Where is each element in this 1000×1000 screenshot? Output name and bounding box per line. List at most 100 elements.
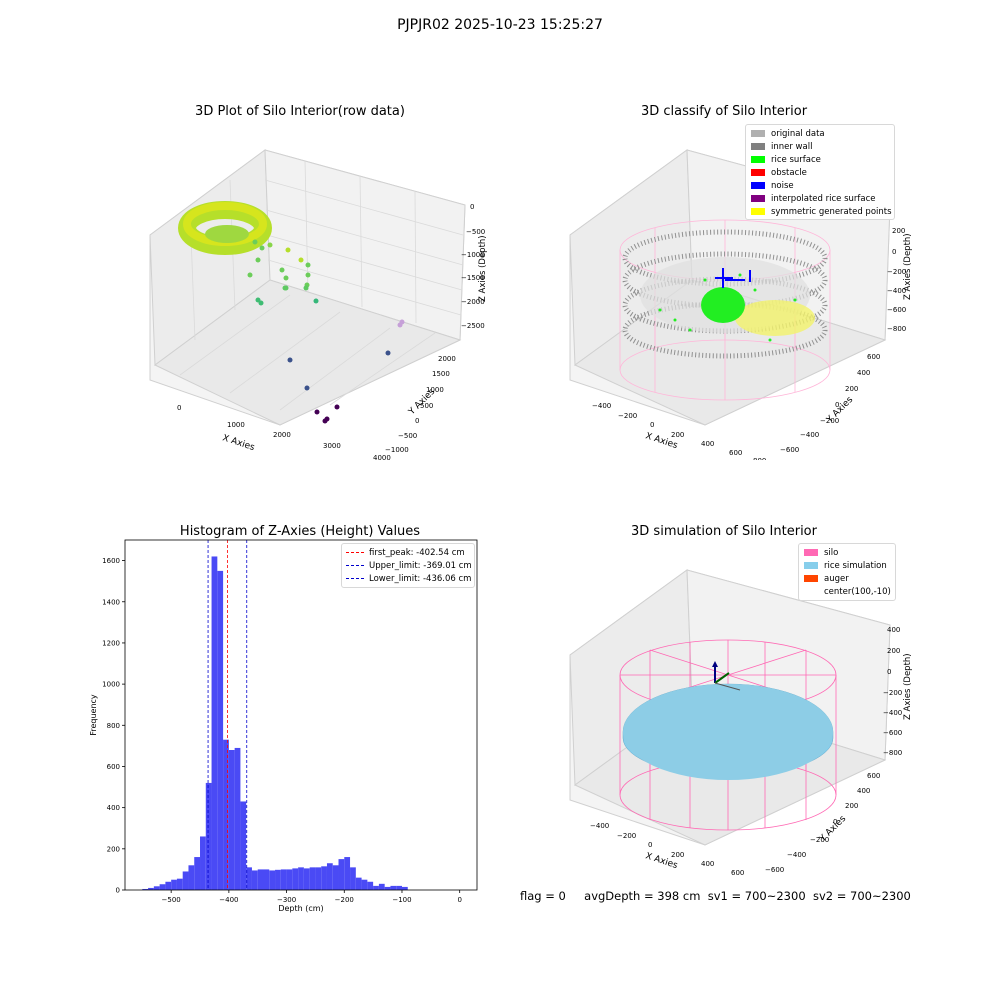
histogram-bar (378, 883, 385, 890)
histogram-ylabel: Frequency (89, 694, 98, 736)
histogram-bar (286, 869, 293, 890)
histogram-bar (396, 885, 402, 890)
legend-swatch (751, 143, 765, 150)
panel2-ztick: −200 (887, 268, 906, 276)
panel4-legend: silo rice simulation auger center(100,-10) (798, 543, 896, 601)
panel2-xtick: 800 (753, 457, 766, 460)
legend-swatch (751, 169, 765, 176)
legend-entry: Upper_limit: -369.01 cm (342, 559, 474, 572)
histogram-bar (275, 869, 281, 890)
histogram-bar (223, 739, 229, 890)
legend-entry: rice surface (746, 153, 894, 166)
panel2-xticks: −400 −200 0 200 400 600 800 (592, 402, 766, 460)
panel1-xticks: 0 1000 2000 3000 4000 (177, 404, 391, 460)
panel1-xlabel: X Axies (221, 433, 256, 453)
panel4-xtick: 400 (701, 860, 714, 868)
histogram-xtick-label: −300 (277, 896, 296, 904)
legend-swatch (751, 208, 765, 215)
histogram-bar (246, 867, 252, 890)
panel1-xtick: 4000 (373, 454, 391, 460)
legend-label: obstacle (771, 167, 807, 178)
panel1-plot: 0 1000 2000 3000 4000 X Axies −1000 −500… (149, 149, 488, 460)
panel4-zticks: 400 200 0 −200 −400 −600 −800 (883, 626, 902, 757)
panel2-ztick: −600 (887, 306, 906, 314)
histogram-ytick-label: 600 (107, 763, 120, 771)
panel1-xtick: 0 (177, 404, 181, 412)
histogram-bar (321, 866, 327, 890)
panel2-xtick: 0 (650, 421, 654, 429)
legend-label: Upper_limit: -369.01 cm (369, 560, 472, 571)
panel1-xtick: 1000 (227, 421, 245, 429)
histogram-bar (165, 881, 172, 890)
panel2-zticks: 200 0 −200 −400 −600 −800 (887, 227, 906, 333)
panel4-zlabel: Z Axies (Depth) (903, 653, 913, 720)
panel4-ztick: −400 (883, 709, 902, 717)
panel1-zticks: 0 −500 −1000 −1500 −2000 −2500 (461, 203, 485, 330)
legend-swatch (804, 549, 818, 556)
legend-label: rice surface (771, 154, 821, 165)
panel4-xtick: 600 (731, 869, 744, 877)
panel1-ztick: −1500 (461, 274, 485, 282)
panel2-xtick: −400 (592, 402, 611, 410)
histogram-bar (401, 886, 408, 890)
panel1-ytick: −1000 (385, 446, 409, 454)
histogram-bar (326, 863, 333, 890)
panel1-ztick: −2500 (461, 322, 485, 330)
panel2-title: 3D classify of Silo Interior (640, 104, 808, 119)
legend-label: silo (824, 547, 839, 558)
histogram-xtick-label: −500 (162, 896, 181, 904)
panel4-xtick: −400 (590, 822, 609, 830)
legend-swatch (804, 562, 818, 569)
legend-entry: rice simulation (799, 559, 895, 572)
histogram-bar (338, 859, 345, 890)
panel4-ztick: −200 (883, 689, 902, 697)
histogram-bar (384, 886, 391, 890)
histogram-ytick-label: 1200 (102, 639, 120, 647)
panel1-ytick: 1500 (432, 370, 450, 378)
histogram-bar (315, 867, 322, 890)
histogram-bar (205, 782, 212, 890)
panel4-ytick: 600 (867, 772, 880, 780)
histogram-bar (188, 865, 195, 890)
legend-swatch (804, 588, 818, 595)
panel4-title: 3D simulation of Silo Interior (631, 524, 817, 539)
histogram-bar (373, 885, 379, 890)
histogram-bar (240, 801, 247, 890)
panel1-scatter-points (247, 239, 405, 424)
legend-label: first_peak: -402.54 cm (369, 547, 465, 558)
histogram-bar (350, 867, 356, 890)
legend-label: center(100,-10) (824, 586, 891, 597)
histogram-legend: first_peak: -402.54 cm Upper_limit: -369.… (341, 543, 475, 588)
histogram-xticks: −500 −400 −300 −200 −100 0 (162, 890, 462, 904)
histogram-bar (211, 556, 218, 890)
panel3-plot: −500 −400 −300 −200 −100 0 0 200 400 600 800 1000 1… (89, 539, 478, 913)
panel4-xtick: 200 (671, 851, 684, 859)
histogram-bar (142, 888, 149, 890)
histogram-bar (251, 870, 258, 890)
histogram-bar (171, 879, 177, 890)
histogram-bar (367, 881, 374, 890)
panel1-yticks: −1000 −500 0 500 1000 1500 2000 (385, 355, 456, 454)
legend-entry: obstacle (746, 166, 894, 179)
panel2-ztick: 200 (892, 227, 905, 235)
panel1-ytick: 2000 (438, 355, 456, 363)
legend-entry: center(100,-10) (799, 585, 895, 598)
panel2-legend: original data inner wall rice surface obsta… (745, 124, 895, 220)
panel2-yticks: −600 −400 −200 0 200 400 600 (780, 353, 880, 454)
panel1-xtick: 3000 (323, 442, 341, 450)
histogram-bar (234, 747, 241, 890)
legend-entry: interpolated rice surface (746, 192, 894, 205)
panel4-ytick: 200 (845, 802, 858, 810)
panel2-symmetric-points (735, 300, 815, 336)
histogram-ytick-label: 200 (107, 845, 120, 853)
status-footer: flag = 0 avgDepth = 398 cm sv1 = 700~230… (520, 889, 911, 903)
histogram-bar (361, 879, 368, 890)
histogram-bar (257, 869, 264, 890)
histogram-ytick-label: 0 (116, 887, 120, 895)
histogram-bar (182, 871, 189, 890)
panel4-ytick: −400 (787, 851, 806, 859)
avg-depth-text: avgDepth = 398 cm (584, 889, 701, 903)
legend-swatch (346, 578, 364, 579)
sv1-text: sv1 = 700~2300 (707, 889, 806, 903)
histogram-bar (292, 868, 299, 890)
